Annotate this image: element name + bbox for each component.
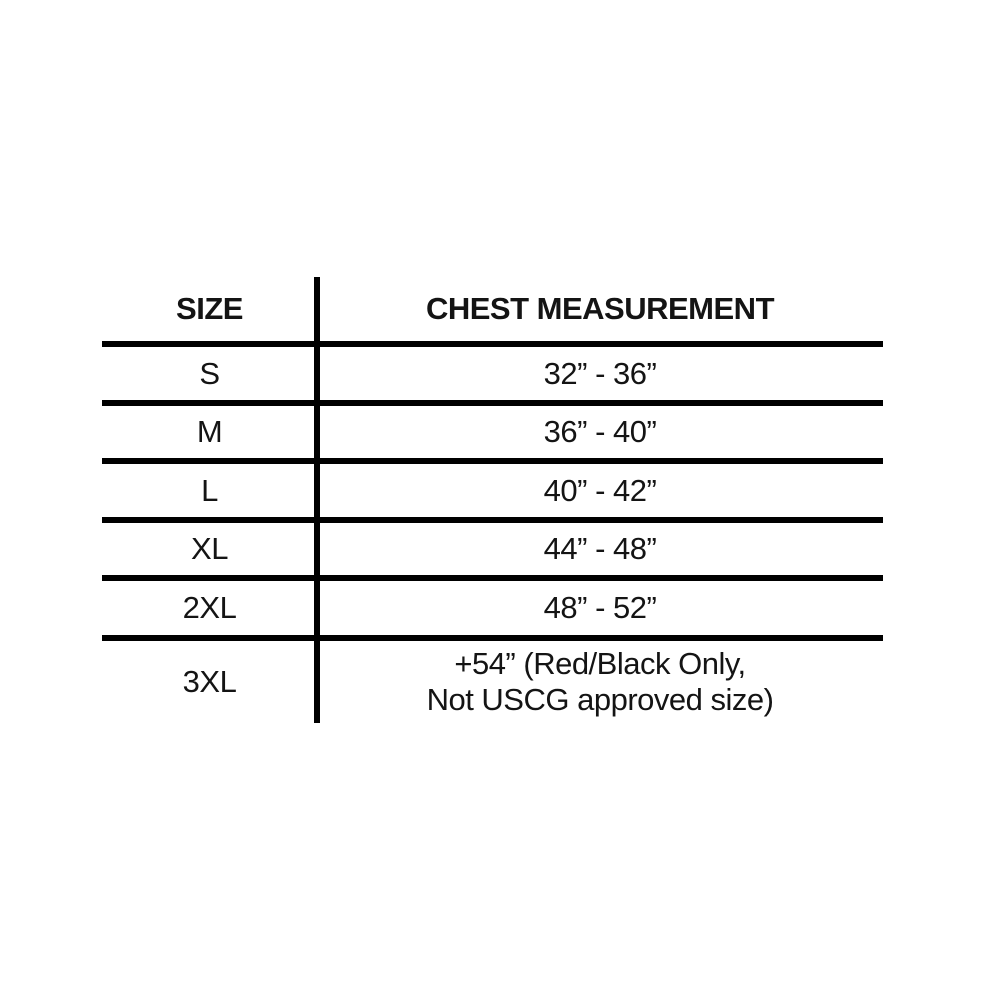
size-value: 3XL xyxy=(182,664,237,699)
table-row-m: M 36” - 40” xyxy=(102,406,883,458)
chest-value: 40” - 42” xyxy=(543,472,657,508)
header-size: SIZE xyxy=(176,291,243,326)
column-divider-line xyxy=(314,277,320,723)
table-row-3xl: 3XL +54” (Red/Black Only, Not USCG appro… xyxy=(102,641,883,723)
table-row-xl: XL 44” - 48” xyxy=(102,523,883,575)
chest-value: 48” - 52” xyxy=(543,590,657,625)
table-row-s: S 32” - 36” xyxy=(102,347,883,400)
size-value: M xyxy=(196,414,223,449)
row-separator xyxy=(102,517,883,523)
size-value: XL xyxy=(191,531,228,566)
size-value: L xyxy=(201,472,218,508)
size-value: 2XL xyxy=(182,590,237,625)
row-separator xyxy=(102,341,883,347)
chest-value: 32” - 36” xyxy=(543,355,657,391)
chest-value: 36” - 40” xyxy=(543,414,657,449)
row-separator xyxy=(102,400,883,406)
chest-value: 44” - 48” xyxy=(543,531,657,566)
table-header-row: SIZE CHEST MEASUREMENT xyxy=(102,277,883,341)
table-row-2xl: 2XL 48” - 52” xyxy=(102,581,883,635)
chest-value: +54” (Red/Black Only, Not USCG approved … xyxy=(426,646,774,717)
row-separator xyxy=(102,458,883,464)
table-row-l: L 40” - 42” xyxy=(102,464,883,517)
size-value: S xyxy=(199,355,220,391)
row-separator xyxy=(102,635,883,641)
row-separator xyxy=(102,575,883,581)
header-chest-measurement: CHEST MEASUREMENT xyxy=(425,291,775,326)
size-chart-table: SIZE CHEST MEASUREMENT S 32” - 36” M 36”… xyxy=(102,277,883,723)
